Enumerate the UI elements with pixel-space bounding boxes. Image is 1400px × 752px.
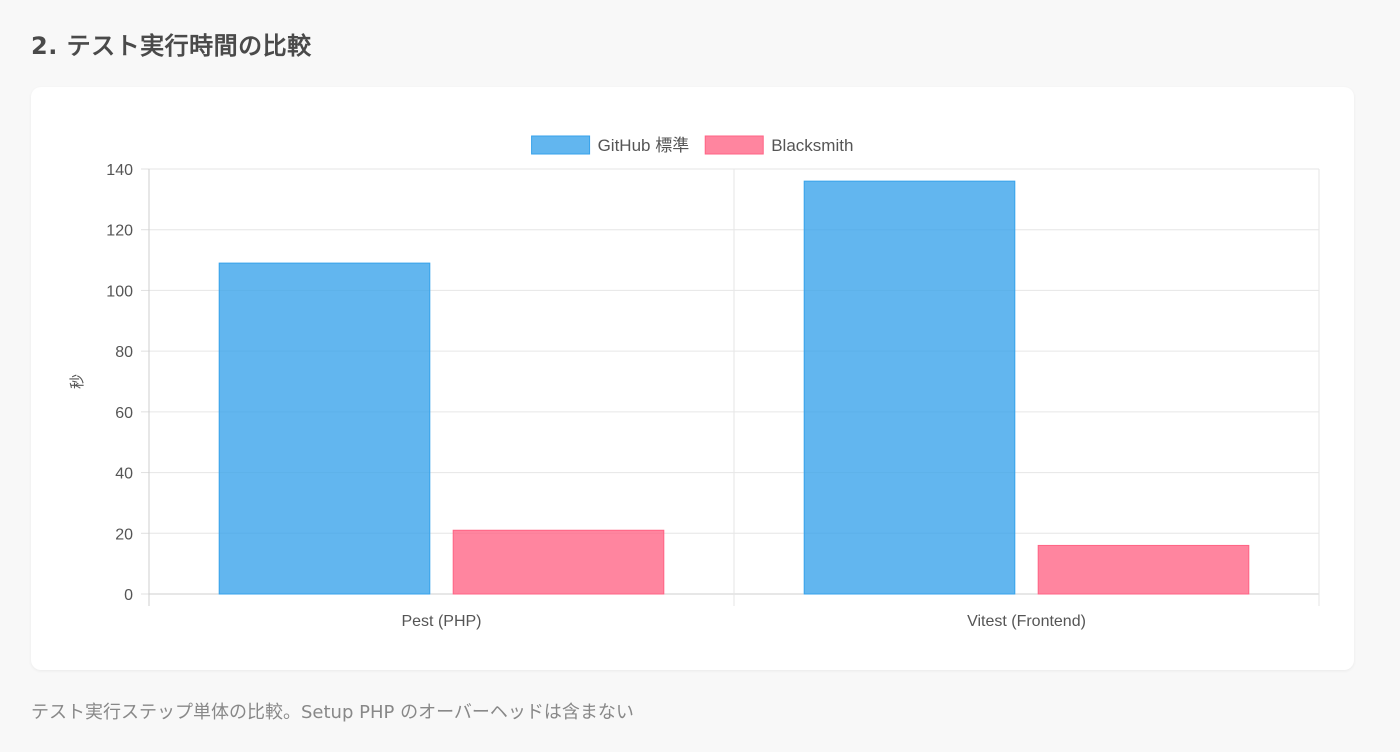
legend-item-github[interactable]: GitHub 標準 bbox=[531, 135, 690, 155]
chart-caption: テスト実行ステップ単体の比較。Setup PHP のオーバーヘッドは含まない bbox=[31, 702, 634, 723]
bar-blacksmith-0[interactable] bbox=[452, 529, 665, 595]
legend-label: Blacksmith bbox=[771, 136, 853, 155]
x-tick-label: Pest (PHP) bbox=[401, 613, 481, 630]
axes: 0 20 40 60 80 100 120 140 Pest (PHP) Vitest (Fron… bbox=[69, 162, 1086, 630]
y-tick-label: 20 bbox=[115, 526, 133, 543]
y-tick-label: 100 bbox=[106, 283, 133, 300]
y-tick-label: 140 bbox=[106, 162, 133, 179]
section-title: 2. テスト実行時間の比較 bbox=[31, 32, 312, 60]
y-tick-label: 60 bbox=[115, 405, 133, 422]
y-tick-label: 120 bbox=[106, 223, 133, 240]
y-tick-label: 40 bbox=[115, 466, 133, 483]
bar-chart: 0 20 40 60 80 100 120 140 Pest (PHP) Vitest (Fron… bbox=[69, 135, 1320, 630]
y-axis-label: 秒 bbox=[69, 374, 86, 389]
legend-swatch bbox=[531, 135, 591, 155]
x-tick-label: Vitest (Frontend) bbox=[967, 613, 1086, 630]
legend-label: GitHub 標準 bbox=[598, 136, 690, 155]
bar-github-1[interactable] bbox=[803, 180, 1016, 595]
legend-swatch bbox=[704, 135, 764, 155]
bars bbox=[218, 180, 1250, 595]
chart-card: 0 20 40 60 80 100 120 140 Pest (PHP) Vitest (Fron… bbox=[31, 87, 1354, 670]
legend-item-blacksmith[interactable]: Blacksmith bbox=[704, 135, 853, 155]
bar-blacksmith-1[interactable] bbox=[1037, 544, 1250, 595]
y-tick-label: 0 bbox=[124, 587, 133, 604]
legend[interactable]: GitHub 標準 Blacksmith bbox=[531, 135, 854, 155]
bar-github-0[interactable] bbox=[218, 262, 431, 595]
y-tick-label: 80 bbox=[115, 344, 133, 361]
